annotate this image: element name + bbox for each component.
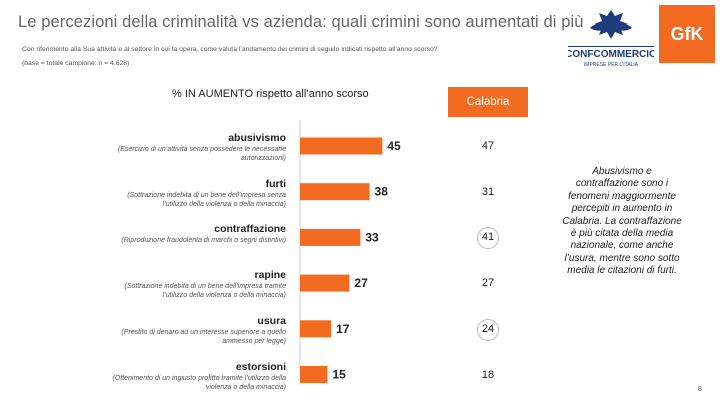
category-description: (Riproduzione fraudolenta di marchi o se… [121,237,286,245]
page-title: Le percezioni della criminalità vs azien… [18,13,584,31]
category-description: (Prestito di denaro ad un interesse supe… [121,328,286,345]
category-description: (Sottrazione indebita di un bene dell’im… [127,191,286,208]
bar-value-label: 45 [387,139,401,153]
bar-value-label: 38 [375,185,389,199]
bar-value-label: 33 [365,230,379,244]
category-label: contraffazione [214,223,286,236]
confcommercio-logo: CONFCOMMERCIO IMPRESE PER L'ITALIA [565,8,657,70]
calabria-value: 47 [481,140,495,152]
bar-usura [300,320,332,338]
question-text: Con riferimento alla Sua attività e al s… [22,46,438,53]
bar-estorsioni [300,366,328,383]
bar-contraffazione [300,228,361,246]
category-label: furti [265,177,286,190]
confcommercio-wordmark: CONFCOMMERCIO [568,49,654,60]
chart-title: % IN AUMENTO rispetto all’anno scorso [172,88,369,100]
calabria-value: 31 [481,185,495,198]
calabria-value: 27 [481,277,495,290]
gfk-wordmark: GfK [670,23,704,44]
page-number: 8 [698,386,702,393]
bar-value-label: 15 [332,368,346,382]
category-description: (Sottrazione indebita di un bene dell’im… [124,283,286,300]
bar-rapine [300,274,350,292]
base-note: (base = totale campione: n = 4.628) [22,60,130,67]
category-label: abusivismo [228,132,286,144]
category-label: estorsioni [235,360,286,373]
calabria-value: 18 [481,368,495,381]
category-description: (Esercizio di un’attività senza posseder… [117,146,286,162]
bar-abusivismo [300,137,383,155]
calabria-highlight-circle [477,227,499,250]
calabria-column-header: Calabria [448,87,528,117]
category-label: usura [257,314,286,327]
side-note: Abusivismo e contraffazione sono i fenom… [562,166,682,277]
category-description: (Ottenimento di un ingiusto profitto tra… [112,374,286,391]
category-label: rapine [254,269,286,282]
bar-furti [300,183,370,201]
bar-value-label: 17 [336,322,350,336]
gfk-logo: GfK [659,5,715,63]
calabria-highlight-circle [477,318,499,341]
bar-value-label: 27 [354,276,368,290]
confcommercio-tagline: IMPRESE PER L'ITALIA [584,62,639,68]
